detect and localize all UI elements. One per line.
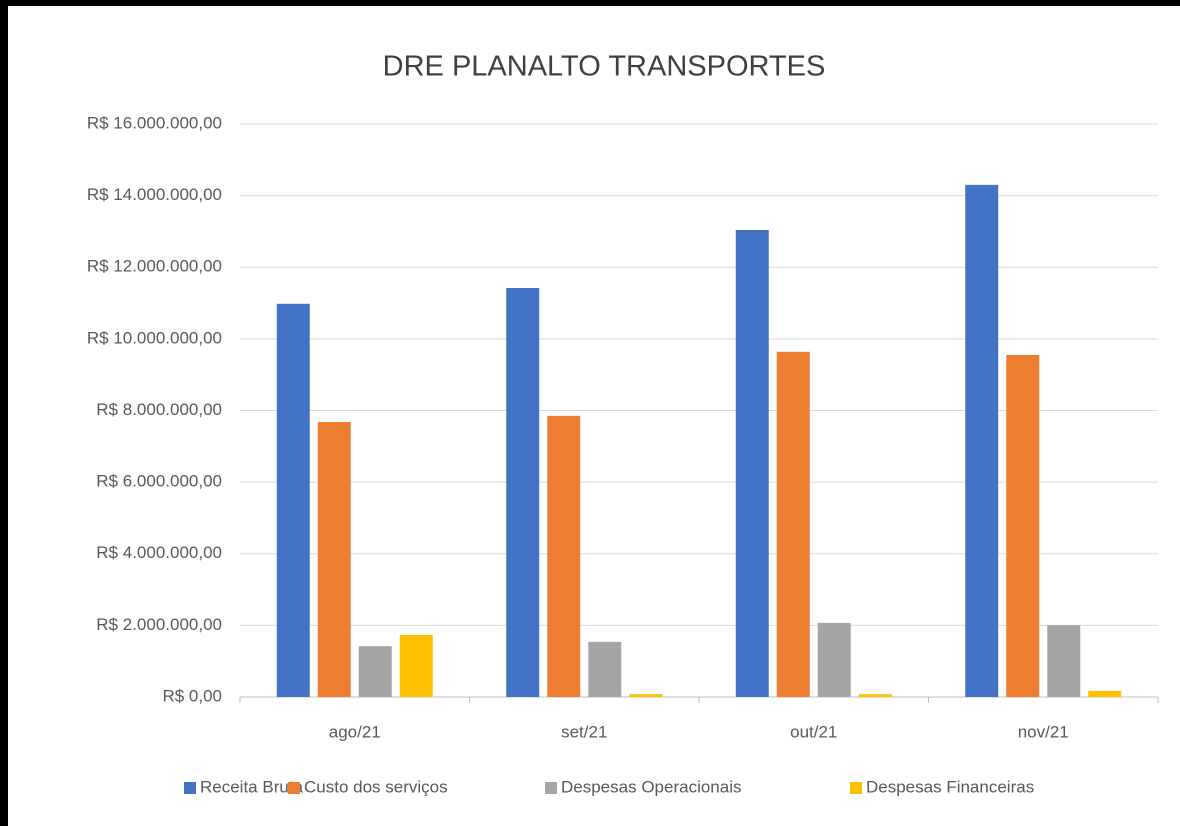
- legend-label: Despesas Financeiras: [866, 777, 1034, 796]
- bar: [399, 635, 433, 697]
- y-tick-label: R$ 0,00: [162, 686, 222, 705]
- bar: [1047, 625, 1081, 697]
- bar: [276, 303, 310, 697]
- legend-swatch: [184, 782, 196, 794]
- bar: [506, 288, 540, 697]
- bar: [1006, 354, 1040, 697]
- y-tick-label: R$ 12.000.000,00: [87, 257, 222, 276]
- bar: [358, 646, 392, 697]
- y-tick-label: R$ 10.000.000,00: [87, 328, 222, 347]
- legend-label: Receita Bruta: [200, 777, 304, 796]
- legend-swatch: [850, 782, 862, 794]
- x-tick-label: out/21: [790, 722, 837, 741]
- bar: [629, 694, 663, 697]
- y-tick-label: R$ 4.000.000,00: [96, 543, 222, 562]
- legend-label: Despesas Operacionais: [561, 777, 741, 796]
- bar: [1088, 690, 1122, 697]
- y-tick-label: R$ 2.000.000,00: [96, 615, 222, 634]
- bar: [965, 184, 999, 698]
- bar: [317, 421, 351, 697]
- x-tick-label: nov/21: [1018, 722, 1069, 741]
- bar: [858, 694, 892, 697]
- y-tick-label: R$ 8.000.000,00: [96, 400, 222, 419]
- x-tick-label: set/21: [561, 722, 607, 741]
- bar: [735, 230, 769, 697]
- legend-swatch: [545, 782, 557, 794]
- x-tick-label: ago/21: [329, 722, 381, 741]
- y-tick-label: R$ 14.000.000,00: [87, 185, 222, 204]
- y-tick-label: R$ 6.000.000,00: [96, 472, 222, 491]
- bar: [547, 415, 581, 697]
- y-tick-label: R$ 16.000.000,00: [87, 113, 222, 132]
- frame-top: [0, 0, 1180, 6]
- bar: [588, 641, 622, 697]
- chart-title: DRE PLANALTO TRANSPORTES: [383, 51, 826, 83]
- legend-swatch: [288, 782, 300, 794]
- bar: [776, 351, 810, 697]
- bar: [817, 622, 851, 697]
- frame-left: [0, 0, 8, 826]
- legend-label: Custo dos serviços: [304, 777, 448, 796]
